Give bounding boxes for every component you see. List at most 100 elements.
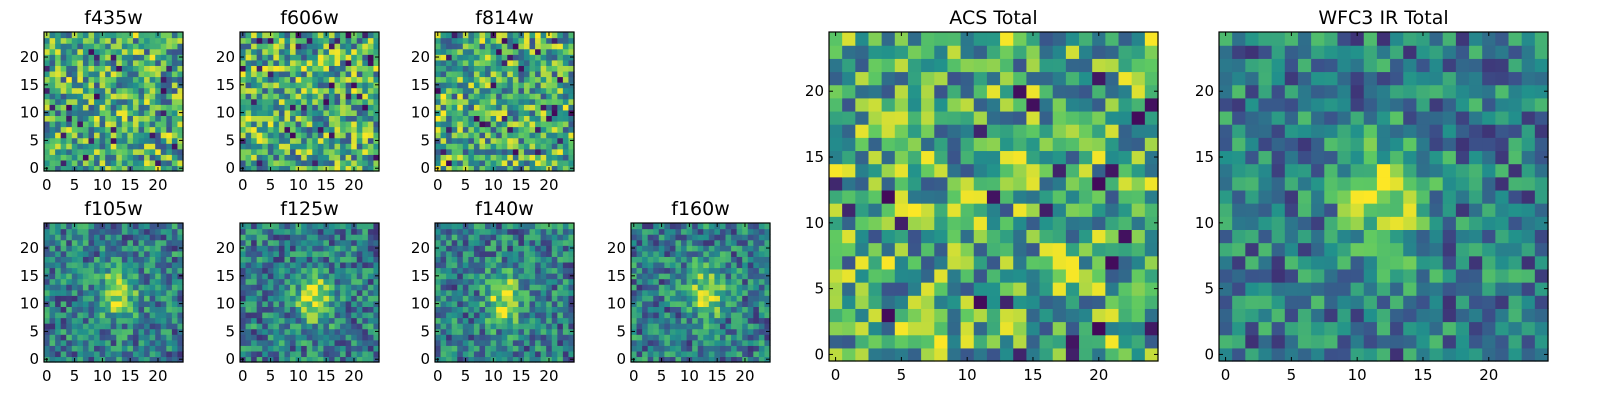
heatmap-cell [94, 284, 101, 291]
heatmap-cell [551, 132, 558, 139]
heatmap-cell [290, 59, 297, 66]
heatmap-cell [116, 65, 123, 72]
heatmap-cell [301, 137, 308, 144]
heatmap-cell [77, 311, 84, 319]
heatmap-cell [328, 234, 336, 241]
heatmap-cell [245, 82, 252, 89]
heatmap-cell [479, 87, 486, 94]
heatmap-cell [960, 321, 975, 336]
heatmap-cell [535, 345, 542, 352]
heatmap-cell [518, 306, 525, 313]
heatmap-cell [1131, 229, 1146, 244]
heatmap-cell [512, 59, 519, 66]
heatmap-cell [529, 273, 536, 280]
heatmap-cell [714, 295, 721, 302]
heatmap-cell [523, 334, 531, 341]
heatmap-cell [523, 273, 531, 280]
heatmap-cell [829, 203, 843, 217]
heatmap-cell [507, 126, 514, 133]
heatmap-cell [334, 273, 341, 280]
heatmap-cell [490, 284, 497, 291]
heatmap-cell [256, 65, 263, 72]
heatmap-cell [653, 228, 660, 235]
heatmap-cell [284, 339, 291, 346]
heatmap-cell [144, 328, 151, 335]
heatmap-cell [501, 306, 508, 313]
heatmap-cell [240, 261, 247, 269]
heatmap-cell [557, 65, 564, 72]
heatmap-cell [121, 98, 128, 105]
heatmap-cell [664, 350, 671, 358]
heatmap-cell [60, 311, 67, 319]
heatmap-cell [367, 65, 375, 72]
heatmap-cell [986, 229, 1001, 244]
heatmap-cell [149, 334, 156, 341]
heatmap-cell [490, 350, 497, 358]
heatmap-cell [251, 339, 258, 346]
heatmap-cell [155, 70, 162, 78]
heatmap-cell [306, 278, 313, 285]
heatmap-cell [127, 328, 134, 335]
heatmap-cell [171, 115, 179, 122]
heatmap-cell [518, 132, 525, 139]
heatmap-cell [973, 203, 988, 217]
heatmap-cell [1052, 229, 1067, 244]
heatmap-cell [240, 317, 247, 324]
heatmap-cell [295, 228, 302, 235]
heatmap-cell [110, 32, 117, 39]
heatmap-cell [758, 284, 766, 291]
heatmap-cell [82, 37, 90, 44]
heatmap-cell [71, 284, 78, 291]
heatmap-cell [82, 43, 90, 50]
heatmap-cell [55, 289, 62, 296]
heatmap-cell [490, 154, 497, 161]
heatmap-cell [1144, 347, 1159, 362]
heatmap-cell [1052, 255, 1067, 270]
heatmap-cell [736, 311, 743, 319]
heatmap-cell [719, 284, 727, 291]
heatmap-cell [99, 82, 106, 89]
heatmap-cell [290, 223, 297, 230]
heatmap-cell [681, 273, 688, 280]
heatmap-cell [485, 98, 492, 105]
heatmap-cell [518, 154, 525, 161]
heatmap-cell [88, 32, 95, 39]
heatmap-cell [317, 132, 324, 139]
heatmap-cell [451, 132, 458, 139]
heatmap-cell [306, 267, 313, 274]
heatmap-cell [468, 234, 475, 241]
heatmap-cell [692, 289, 699, 296]
heatmap-cell [934, 295, 949, 309]
heatmap-cell [446, 284, 453, 291]
heatmap-cell [345, 278, 352, 285]
heatmap-cell [110, 115, 117, 122]
heatmap-cell [540, 306, 547, 313]
heatmap-cell [457, 54, 464, 61]
heatmap-cell [149, 126, 156, 133]
heatmap-cell [290, 228, 297, 235]
heatmap-cell [631, 323, 638, 330]
heatmap-cell [132, 278, 140, 285]
heatmap-cell [490, 328, 497, 335]
heatmap-cell [149, 356, 156, 363]
heatmap-cell [367, 87, 375, 94]
heatmap-cell [251, 126, 258, 133]
heatmap-cell [697, 311, 704, 319]
heatmap-cell [273, 93, 280, 100]
heatmap-cell [562, 37, 570, 44]
heatmap-cell [323, 278, 330, 285]
heatmap-cell [1079, 282, 1093, 296]
heatmap-cell [328, 223, 336, 230]
heatmap-cell [894, 163, 909, 178]
heatmap-cell [127, 267, 134, 274]
heatmap-cell [490, 339, 497, 346]
heatmap-cell [1039, 268, 1054, 283]
heatmap-cell [55, 256, 62, 263]
heatmap-cell [562, 306, 570, 313]
heatmap-cell [686, 239, 693, 246]
heatmap-cell [88, 109, 95, 116]
heatmap-cell [675, 339, 682, 346]
heatmap-cell [99, 334, 106, 341]
heatmap-cell [132, 311, 140, 319]
heatmap-cell [55, 98, 62, 105]
